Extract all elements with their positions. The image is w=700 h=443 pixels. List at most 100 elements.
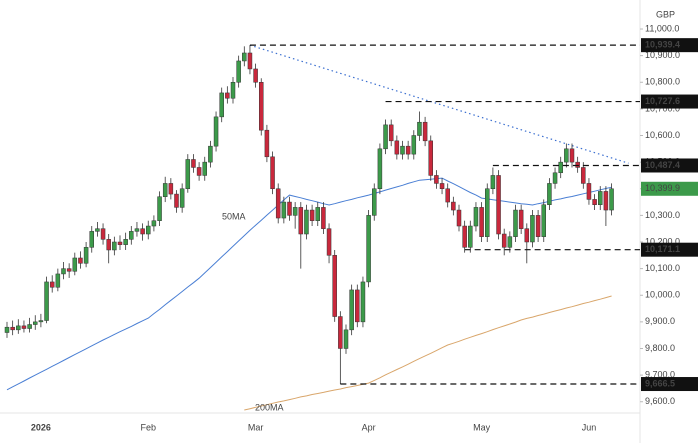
candle-body <box>541 204 546 237</box>
y-tick-label: 10,100.0 <box>645 263 680 273</box>
candle-body <box>485 188 490 237</box>
candle-body <box>468 225 473 248</box>
candle-body <box>95 228 100 232</box>
candle-body <box>219 92 224 118</box>
candle-body <box>434 175 439 184</box>
moving-average-label: 200MA <box>255 402 284 412</box>
level-label-box <box>641 38 698 53</box>
y-tick-label: 9,700.0 <box>645 369 675 379</box>
level-label: 10,487.4 <box>645 160 680 170</box>
candle-body <box>100 228 106 240</box>
candle-body <box>275 188 281 219</box>
x-tick-label: Feb <box>140 422 156 432</box>
candle-body <box>264 129 270 158</box>
currency-label: GBP <box>656 9 675 19</box>
candle-body <box>21 325 27 329</box>
candle-body <box>428 140 433 176</box>
candle-body <box>547 183 552 205</box>
candle-body <box>479 207 484 237</box>
candle-body <box>598 191 603 205</box>
candle-body <box>78 257 83 264</box>
candle-body <box>473 207 479 227</box>
candle-body <box>281 201 287 219</box>
candle-body <box>44 281 49 321</box>
candle-body <box>112 241 117 251</box>
level-label: 10,171.1 <box>645 244 680 254</box>
candle-body <box>61 268 66 275</box>
candle-body <box>518 209 524 229</box>
candle-body <box>134 228 140 232</box>
candle-body <box>16 325 21 331</box>
y-tick-label: 10,900.0 <box>645 50 680 60</box>
last-price-box <box>641 181 698 196</box>
level-label: 9,666.5 <box>645 378 675 388</box>
candle-body <box>355 289 360 323</box>
candle-body <box>191 159 196 168</box>
level-label-box <box>641 242 698 257</box>
candle-body <box>49 281 55 288</box>
candle-body <box>196 167 202 176</box>
candle-body <box>89 231 94 248</box>
candle-body <box>236 60 241 83</box>
candle-body <box>83 247 89 264</box>
trendline <box>249 44 629 164</box>
candle-body <box>496 175 501 235</box>
candle-body <box>157 196 162 221</box>
candle-body <box>405 145 411 155</box>
x-tick-label: Jun <box>582 422 597 432</box>
candle-body <box>343 329 349 349</box>
candle-body <box>558 161 563 174</box>
candle-body <box>4 326 10 333</box>
candle-body <box>411 135 417 155</box>
candle-body <box>309 209 315 221</box>
candle-body <box>417 121 422 136</box>
candle-body <box>530 215 535 243</box>
candle-body <box>349 289 354 331</box>
candle-body <box>575 161 580 168</box>
candle-body <box>366 215 371 283</box>
x-tick-label: Apr <box>362 422 376 432</box>
candle-body <box>185 159 191 190</box>
candle-body <box>609 188 614 211</box>
level-label-box <box>641 158 698 173</box>
candle-body <box>179 188 185 208</box>
candle-body <box>603 191 609 211</box>
candle-body <box>581 167 586 184</box>
candle-body <box>174 193 179 208</box>
candle-body <box>10 326 15 331</box>
candle-body <box>140 228 145 235</box>
candle-body <box>445 188 450 203</box>
candle-body <box>569 148 575 163</box>
candle-body <box>524 228 530 243</box>
candle-body <box>129 231 134 240</box>
candle-body <box>552 172 558 184</box>
candle-body <box>33 321 38 325</box>
candle-body <box>586 183 592 200</box>
level-label: 10,939.4 <box>645 40 680 50</box>
candle-body <box>326 228 332 256</box>
candle-body <box>208 145 213 163</box>
candle-body <box>292 207 298 216</box>
candle-body <box>123 239 128 245</box>
candle-body <box>315 207 320 221</box>
candle-body <box>213 116 219 147</box>
x-tick-label: Mar <box>248 422 264 432</box>
candle-body <box>151 220 157 227</box>
y-tick-label: 9,800.0 <box>645 343 675 353</box>
candle-body <box>304 209 309 235</box>
candle-body <box>27 324 32 329</box>
candle-body <box>321 207 326 229</box>
candle-body <box>202 161 207 176</box>
candle-body <box>490 175 496 190</box>
candle-body <box>259 82 264 131</box>
candle-body <box>242 52 247 62</box>
y-tick-label: 10,600.0 <box>645 130 680 140</box>
x-tick-label: May <box>473 422 491 432</box>
y-tick-label: 9,900.0 <box>645 316 675 326</box>
moving-average-label: 50MA <box>222 211 246 221</box>
candle-body <box>298 207 304 235</box>
level-label-box <box>641 94 698 109</box>
candle-body <box>117 241 123 245</box>
